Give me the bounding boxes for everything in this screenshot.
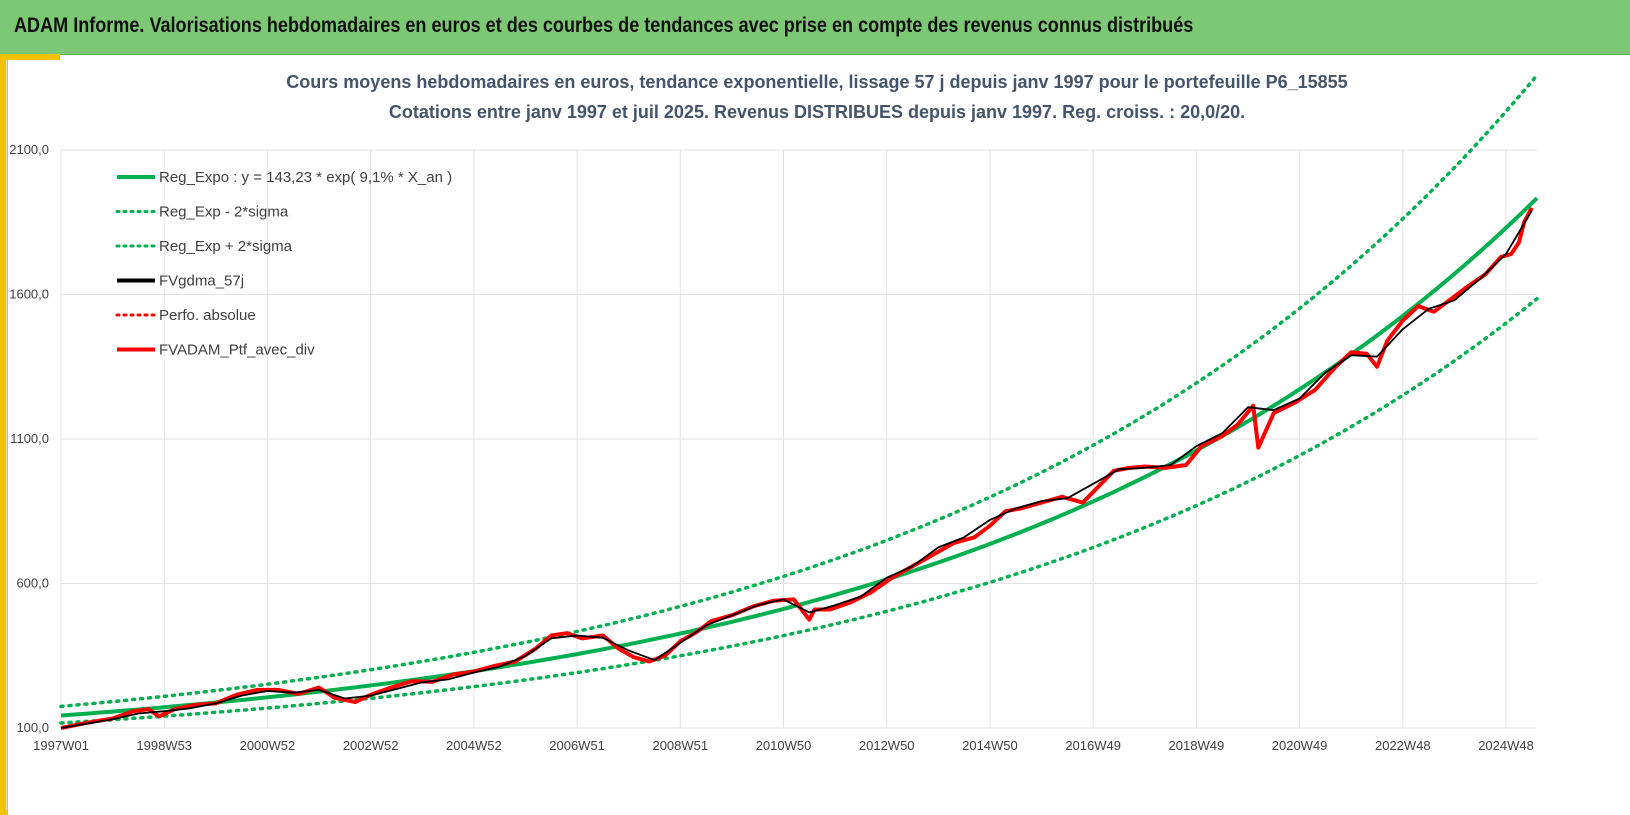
y-tick-label: 100,0 — [16, 720, 49, 735]
x-tick-label: 2020W49 — [1272, 738, 1328, 753]
legend-label: Perfo. absolue — [159, 307, 256, 324]
y-tick-label: 1100,0 — [10, 431, 49, 446]
legend-label: FVgdma_57j — [159, 273, 244, 290]
page-title: ADAM Informe. Valorisations hebdomadaire… — [14, 14, 1194, 37]
x-tick-label: 1997W01 — [33, 738, 89, 753]
series-portfolio-line — [60, 206, 1534, 730]
x-tick-label: 2010W50 — [756, 738, 812, 753]
series-layer — [59, 73, 1539, 730]
x-axis: 1997W01 1998W53 2000W52 2002W52 2004W52 2006W… — [33, 738, 1534, 753]
y-tick-label: 600,0 — [16, 576, 49, 591]
y-axis: 100,0 600,0 1100,0 1600,0 2100,0 — [9, 142, 49, 735]
x-tick-label: 2012W50 — [859, 738, 915, 753]
y-tick-label: 2100,0 — [9, 142, 49, 157]
x-tick-label: 2024W48 — [1478, 738, 1534, 753]
chart-title-line-2: Cotations entre janv 1997 et juil 2025. … — [389, 102, 1245, 122]
x-tick-label: 2006W51 — [549, 738, 605, 753]
legend-label: Reg_Exp + 2*sigma — [159, 238, 293, 255]
accent-bar-top — [0, 54, 60, 60]
series-upper-band-line — [59, 73, 1539, 709]
chart-title-line-1: Cours moyens hebdomadaires en euros, ten… — [286, 72, 1347, 92]
x-tick-label: 2018W49 — [1169, 738, 1225, 753]
chart-panel: Cours moyens hebdomadaires en euros, ten… — [6, 60, 1627, 810]
x-tick-label: 2016W49 — [1065, 738, 1121, 753]
x-tick-label: 2014W50 — [962, 738, 1018, 753]
accent-bar-left — [0, 54, 8, 815]
series-trend-line — [60, 196, 1539, 718]
x-tick-label: 2022W48 — [1375, 738, 1431, 753]
x-tick-label: 2002W52 — [343, 738, 399, 753]
series-lower-band-line — [59, 296, 1539, 725]
x-tick-label: 2008W51 — [652, 738, 708, 753]
y-tick-label: 1600,0 — [9, 287, 49, 302]
header-bar: ADAM Informe. Valorisations hebdomadaire… — [0, 0, 1630, 55]
chart-svg: Cours moyens hebdomadaires en euros, ten… — [9, 72, 1539, 753]
legend: Reg_Expo : y = 143,23 * exp( 9,1% * X_an… — [115, 169, 452, 359]
x-tick-label: 1998W53 — [136, 738, 192, 753]
legend-label: FVADAM_Ptf_avec_div — [159, 342, 315, 359]
grid — [60, 149, 1537, 729]
x-tick-label: 2000W52 — [240, 738, 296, 753]
series-smoothed-line — [60, 210, 1533, 729]
legend-label: Reg_Expo : y = 143,23 * exp( 9,1% * X_an… — [159, 169, 452, 186]
legend-label: Reg_Exp - 2*sigma — [159, 204, 289, 221]
x-tick-label: 2004W52 — [446, 738, 502, 753]
